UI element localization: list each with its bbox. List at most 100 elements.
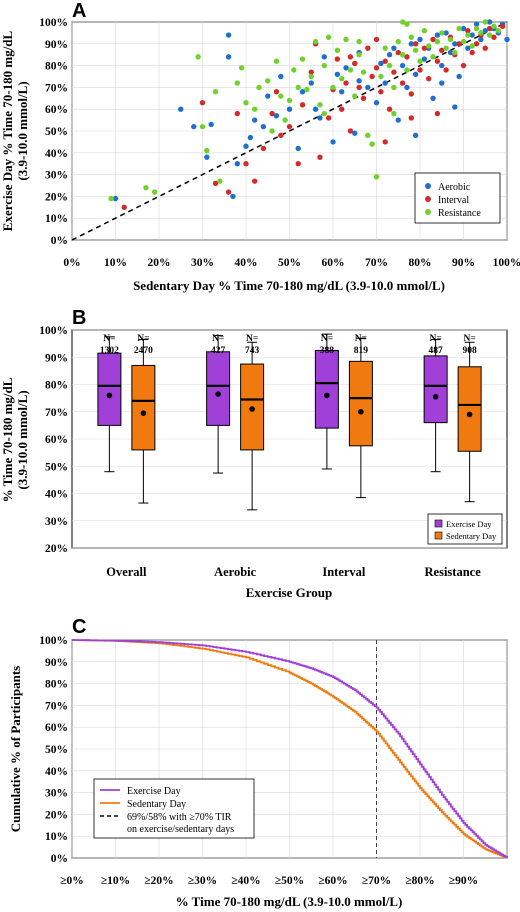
point-interval [395, 49, 401, 56]
point-resistance [447, 36, 454, 43]
point-resistance [434, 38, 441, 45]
n-prefix-label: N= [355, 334, 367, 344]
point-resistance [204, 147, 210, 154]
point-resistance [265, 78, 271, 84]
point-aerobic [234, 161, 240, 167]
point-aerobic [225, 54, 232, 60]
point-interval [430, 36, 436, 43]
point-interval [382, 58, 388, 64]
panel-b-category-label: Overall [106, 565, 147, 579]
point-resistance [369, 141, 375, 147]
point-aerobic [295, 145, 301, 152]
point-resistance [108, 195, 114, 202]
point-resistance [282, 117, 288, 123]
point-aerobic [252, 117, 258, 123]
n-prefix-label: N= [321, 334, 333, 344]
panel-a-y-tick-label: 20% [45, 191, 68, 203]
point-interval [199, 99, 206, 106]
point-resistance [356, 52, 362, 58]
panel-a-x-tick-label: 80% [409, 257, 432, 269]
sedentary-day-curve [72, 639, 508, 859]
point-aerobic [421, 56, 428, 62]
panel-b: B N=1302N=2470N=427N=743N=388N=819N=487N… [0, 307, 508, 600]
panel-a-y-tick-label: 90% [45, 39, 68, 51]
panel-b-y-tick-label: 80% [45, 380, 68, 392]
point-resistance [460, 38, 467, 45]
point-aerobic [439, 62, 445, 69]
point-aerobic [456, 73, 462, 80]
panel-a-y-axis-title-line1: Exercise Day % Time 70-180 mg/dL [0, 30, 15, 231]
panel-c-x-tick-label: ≥40% [231, 875, 260, 887]
point-aerobic [452, 41, 458, 47]
point-interval [443, 67, 449, 73]
point-resistance [408, 34, 414, 40]
point-resistance [243, 99, 249, 106]
point-aerobic [321, 54, 327, 60]
panel-a-x-tick-label: 10% [104, 257, 127, 269]
mean-marker [358, 408, 364, 415]
panel-a-y-axis-title-line2: (3.9-10.0 mmol/L) [15, 81, 30, 180]
point-aerobic [417, 36, 423, 43]
point-aerobic [382, 80, 388, 86]
point-interval [408, 91, 414, 97]
mean-marker [249, 406, 255, 412]
point-interval [482, 45, 488, 51]
point-resistance [347, 67, 354, 73]
legend-exercise-day-swatch [434, 519, 443, 528]
point-resistance [486, 32, 493, 38]
box-exercise-resistance: N= 487 [423, 334, 448, 473]
point-resistance [399, 52, 406, 58]
n-count-label: 487 [429, 346, 444, 356]
panel-c-y-tick-label: 10% [45, 831, 68, 843]
point-aerobic [225, 32, 232, 38]
mean-marker [106, 392, 113, 399]
point-resistance [404, 67, 410, 73]
panel-c-y-tick-label: 60% [45, 722, 68, 734]
point-resistance [412, 47, 419, 54]
panel-b-y-tick-label: 100% [39, 325, 68, 337]
panel-c-x-tick-label: ≥50% [275, 875, 304, 887]
point-aerobic [469, 32, 475, 38]
panel-a-x-tick-label: 60% [322, 257, 345, 269]
point-interval [360, 95, 367, 102]
panel-a-y-tick-label: 60% [45, 104, 68, 116]
point-interval [391, 69, 397, 75]
panel-a-y-tick-label: 40% [45, 148, 68, 160]
panel-b-y-axis-title-line2: (3.9-10.0 mmol/L) [15, 390, 30, 489]
panel-c-y-tick-label: 80% [45, 679, 68, 691]
point-aerobic [265, 93, 271, 99]
panel-b-legend: Exercise Day Sedentary Day [427, 513, 503, 545]
point-aerobic [447, 49, 454, 56]
point-resistance [304, 86, 310, 93]
point-resistance [452, 49, 458, 56]
point-aerobic [352, 130, 358, 136]
panel-a-x-axis-title: Sedentary Day % Time 70-180 mg/dL (3.9-1… [133, 278, 445, 293]
panel-b-y-tick-label: 20% [45, 543, 68, 555]
panel-a-x-tick-label: 100% [493, 257, 520, 269]
point-aerobic [299, 89, 306, 95]
box-sedentary-overall: N= 2470 [131, 334, 156, 504]
panel-a-y-tick-label: 100% [39, 17, 68, 29]
point-resistance [339, 75, 345, 82]
point-resistance [465, 32, 471, 38]
n-count-label: 427 [211, 346, 226, 356]
point-resistance [312, 38, 319, 45]
point-resistance [399, 19, 406, 25]
point-interval [308, 69, 314, 75]
point-aerobic [356, 78, 362, 84]
point-interval [339, 106, 345, 112]
point-resistance [491, 23, 497, 30]
point-interval [343, 80, 349, 86]
point-interval [439, 47, 445, 54]
point-aerobic [204, 154, 210, 160]
point-aerobic [408, 41, 414, 47]
panel-c-x-tick-label: ≥0% [60, 875, 84, 887]
box-exercise-interval: N= 388 [314, 333, 339, 470]
panel-b-category-label: Aerobic [214, 565, 257, 579]
point-aerobic [452, 104, 458, 110]
panel-b-letter: B [72, 307, 86, 329]
mean-marker [466, 411, 473, 418]
point-resistance [295, 84, 301, 91]
point-resistance [291, 67, 297, 73]
panel-b-category-label: Resistance [425, 565, 482, 579]
